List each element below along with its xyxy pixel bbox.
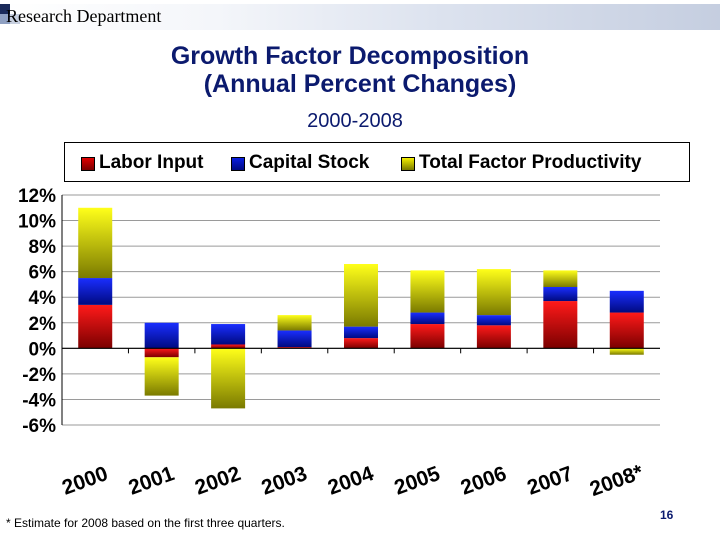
y-tick-label: 8% (29, 237, 57, 258)
y-tick-label: 4% (29, 288, 57, 309)
x-tick-label: 2006 (458, 462, 510, 500)
legend-swatch-capital (231, 157, 245, 171)
corner-square-icon (0, 14, 10, 24)
y-tick-label: 12% (18, 186, 56, 207)
bar-segment-labor (277, 347, 312, 349)
y-tick-label: 6% (29, 263, 57, 284)
bar-segment-capital (543, 287, 578, 302)
bar-segment-capital (211, 324, 246, 345)
bar-segment-capital (476, 315, 511, 326)
bar-segment-labor (543, 301, 578, 349)
y-tick-label: -4% (22, 390, 56, 411)
bar-segment-labor (344, 338, 378, 349)
bar-segment-tfp (144, 357, 179, 396)
x-tick-label: 2004 (325, 462, 377, 500)
page-number: 16 (660, 508, 674, 522)
bar-segment-capital (609, 290, 644, 313)
bar-segment-labor (609, 312, 644, 349)
bar-segment-tfp (543, 270, 578, 287)
y-tick-label: -2% (22, 365, 56, 386)
bar-segment-tfp (78, 207, 113, 279)
x-tick-label: 2008* (587, 460, 647, 501)
y-tick-label: 2% (29, 314, 57, 335)
y-tick-label: -6% (22, 416, 56, 437)
x-tick-label: 2003 (258, 462, 310, 500)
y-tick-label: 10% (18, 212, 56, 233)
bar-segment-capital (344, 326, 378, 339)
bar-segment-tfp (476, 269, 511, 316)
bar-segment-labor (78, 304, 113, 349)
bar-segment-capital (277, 330, 312, 348)
bar-segment-tfp (344, 264, 378, 327)
chart-title-line2: (Annual Percent Changes) (203, 70, 517, 98)
bar-segment-capital (78, 278, 113, 305)
bar-segment-tfp (609, 348, 644, 355)
chart-title-line1: Growth Factor Decomposition (170, 42, 530, 70)
corner-square-icon (10, 14, 20, 24)
department-label: Research Department (6, 6, 162, 26)
bar-segment-tfp (277, 315, 312, 331)
x-tick-label: 2007 (524, 462, 576, 500)
legend-label-capital: Capital Stock (249, 152, 370, 173)
x-tick-label: 2002 (192, 462, 244, 500)
bar-segment-tfp (211, 348, 246, 409)
legend-label-labor: Labor Input (99, 152, 204, 173)
chart-subtitle: 2000-2008 (307, 110, 403, 132)
bar-segment-tfp (410, 270, 445, 313)
legend-swatch-tfp (401, 157, 415, 171)
x-tick-label: 2001 (126, 462, 178, 500)
bar-segment-capital (144, 322, 179, 349)
header-band (0, 4, 720, 30)
footnote: * Estimate for 2008 based on the first t… (6, 516, 285, 530)
y-tick-label: 0% (29, 339, 57, 360)
x-tick-label: 2000 (59, 462, 111, 500)
legend-swatch-labor (81, 157, 95, 171)
legend-label-tfp: Total Factor Productivity (419, 152, 642, 173)
bar-segment-labor (476, 325, 511, 349)
bar-segment-capital (410, 312, 445, 325)
bar-segment-labor (144, 348, 179, 358)
chart-legend: Labor Input Capital Stock Total Factor P… (64, 142, 690, 182)
x-tick-label: 2005 (391, 462, 443, 500)
corner-square-icon (0, 4, 10, 14)
bar-segment-labor (211, 344, 246, 349)
bar-segment-labor (410, 324, 445, 349)
